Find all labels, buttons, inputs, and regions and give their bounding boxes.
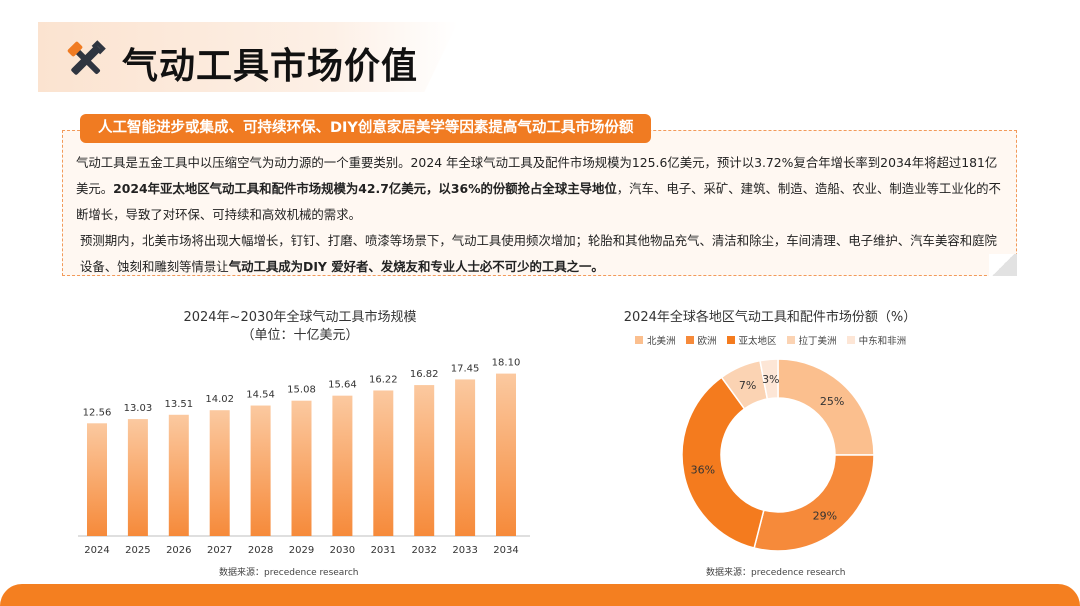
- legend-swatch: [685, 336, 694, 344]
- x-tick-label: 2028: [248, 545, 273, 556]
- donut-value-label: 29%: [813, 509, 837, 522]
- donut-legend: 北美洲 欧洲 亚太地区 拉丁美洲 中东和非洲: [635, 333, 906, 347]
- donut-slice-1: [753, 454, 875, 552]
- donut-slice-4: [759, 358, 779, 400]
- legend-label: 亚太地区: [738, 336, 777, 347]
- legend-swatch: [786, 336, 795, 344]
- summary-text: 气动工具是五金工具中以压缩空气为动力源的一个重要类别。2024 年全球气动工具及…: [76, 150, 1004, 280]
- bar-value-label: 14.54: [246, 390, 275, 401]
- tools-icon: [67, 40, 106, 75]
- x-tick-label: 2027: [207, 545, 232, 556]
- bar-2034: [496, 373, 516, 536]
- bar-2032: [414, 385, 435, 536]
- summary-p1-text: 气动工具是五金工具中以压缩空气为动力源的一个重要类别。2024 年全球气动工具及…: [76, 155, 998, 196]
- summary-banner: 人工智能进步或集成、可持续环保、DIY创意家居美学等因素提高气动工具市场份额: [80, 114, 652, 143]
- x-tick-label: 2025: [125, 545, 150, 556]
- bar-2031: [373, 390, 394, 536]
- donut-chart-title: 2024年全球各地区气动工具和配件市场份额（%）: [623, 310, 917, 325]
- bar-chart-title: 2024年~2030年全球气动工具市场规模: [183, 310, 417, 325]
- bar-value-label: 16.22: [369, 374, 398, 385]
- bar-2028: [250, 405, 271, 536]
- x-tick-label: 2033: [452, 545, 477, 556]
- donut-chart-source: 数据来源：precedence research: [706, 568, 846, 578]
- bar-2027: [209, 410, 230, 536]
- bar-2024: [87, 423, 107, 536]
- donut-value-label: 25%: [820, 395, 844, 408]
- summary-box: [62, 130, 1017, 276]
- bar-value-label: 18.10: [492, 358, 521, 369]
- x-tick-label: 2031: [371, 545, 396, 556]
- legend-item: 拉丁美洲: [786, 333, 837, 347]
- bar-2025: [127, 419, 148, 536]
- donut-slice-2: [681, 376, 765, 549]
- x-tick-label: 2026: [166, 545, 191, 556]
- bar-2033: [455, 379, 476, 536]
- bar-2030: [332, 395, 353, 536]
- summary-p1-tail: ，汽车、电子、采矿、建筑、制造、造船、农业、制造业等工业化的不断增长，导致了对环…: [76, 181, 1001, 222]
- donut-value-label: 7%: [739, 379, 756, 392]
- bar-value-label: 15.64: [328, 380, 357, 391]
- legend-swatch: [846, 336, 855, 344]
- bar-2029: [291, 400, 312, 536]
- x-tick-label: 2032: [411, 545, 436, 556]
- legend-item: 中东和非洲: [846, 333, 907, 347]
- legend-swatch: [635, 336, 643, 344]
- summary-p2-text: 预测期内，北美市场将出现大幅增长，钉钉、打磨、喷漆等场景下，气动工具使用频次增加…: [80, 233, 997, 274]
- legend-swatch: [726, 336, 735, 344]
- legend-item: 北美洲: [635, 333, 676, 347]
- legend-label: 北美洲: [647, 336, 676, 347]
- bar-value-label: 17.45: [451, 363, 480, 374]
- summary-paragraph-1: 气动工具是五金工具中以压缩空气为动力源的一个重要类别。2024 年全球气动工具及…: [76, 150, 1004, 228]
- x-tick-label: 2029: [289, 545, 314, 556]
- legend-label: 欧洲: [697, 336, 717, 347]
- legend-item: 亚太地区: [726, 333, 777, 347]
- x-tick-label: 2024: [84, 545, 109, 556]
- bottom-accent-bar: [0, 584, 1080, 606]
- x-tick-label: 2034: [493, 545, 518, 556]
- bar-chart-subtitle: （单位：十亿美元）: [241, 328, 359, 343]
- summary-p2-highlight: 气动工具成为DIY 爱好者、发烧友和专业人士必不可少的工具之一。: [228, 259, 604, 274]
- summary-paragraph-2: 预测期内，北美市场将出现大幅增长，钉钉、打磨、喷漆等场景下，气动工具使用频次增加…: [76, 228, 1004, 280]
- summary-p1-highlight: 2024年亚太地区气动工具和配件市场规模为42.7亿美元，以36%的份额抢占全球…: [113, 181, 617, 196]
- bar-value-label: 15.08: [287, 385, 316, 396]
- donut-value-label: 36%: [691, 463, 715, 476]
- bar-chart-source: 数据来源：precedence research: [219, 568, 359, 578]
- bar-value-label: 13.51: [164, 399, 193, 410]
- title-background: [38, 22, 458, 92]
- donut-value-label: 3%: [762, 373, 779, 386]
- bar-chart: 12.56 2024 13.03 2025 13.51 2026 14.02 2027 14.5…: [78, 358, 530, 556]
- bar-value-label: 16.82: [410, 369, 439, 380]
- bar-value-label: 13.03: [124, 403, 153, 414]
- x-tick-label: 2030: [330, 545, 355, 556]
- legend-label: 中东和非洲: [858, 336, 907, 347]
- bar-value-label: 14.02: [205, 394, 234, 405]
- bar-value-label: 12.56: [83, 407, 112, 418]
- legend-label: 拉丁美洲: [798, 336, 837, 347]
- donut-chart: 25% 29% 36% 7% 3%: [681, 358, 875, 552]
- page-fold-decoration: [989, 254, 1017, 276]
- page-title: 气动工具市场价值: [122, 46, 419, 87]
- bar-2026: [168, 414, 189, 536]
- legend-item: 欧洲: [685, 333, 717, 347]
